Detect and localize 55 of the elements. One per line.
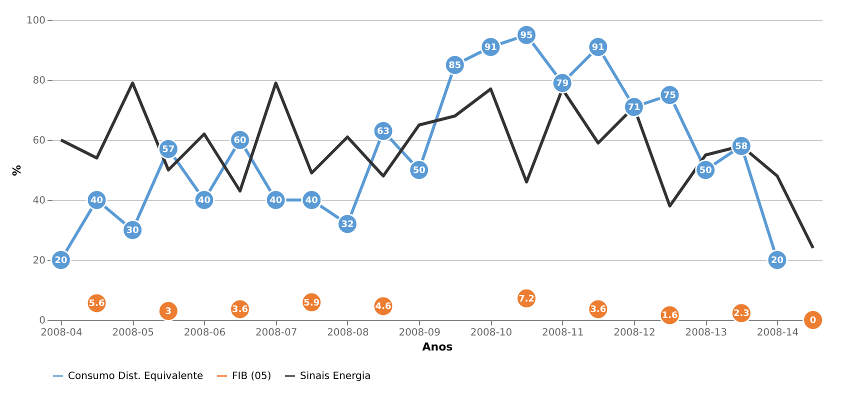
- y-tick-label: 0: [39, 316, 46, 326]
- x-tick-label: 2008-11: [542, 328, 584, 338]
- data-label: 58: [735, 142, 748, 152]
- x-tick-label: 2008-10: [470, 328, 512, 338]
- legend-label: FIB (05): [232, 371, 272, 382]
- point: [158, 300, 179, 322]
- y-tick-label: 40: [32, 196, 46, 206]
- data-label: 85: [448, 61, 462, 71]
- data-label: 30: [126, 226, 139, 236]
- y-tick-label: 60: [32, 136, 46, 146]
- data-label: 50: [699, 166, 712, 176]
- x-tick-label: 2008-07: [255, 328, 298, 338]
- x-tick-label: 2008-14: [756, 328, 799, 338]
- x-tick-label: 2008-08: [327, 328, 369, 338]
- y-tick-label: 20: [32, 256, 46, 266]
- data-label: 60: [234, 136, 246, 146]
- x-axis-title: Anos: [422, 340, 454, 354]
- data-label: 50: [412, 166, 426, 176]
- data-label: 71: [628, 103, 640, 113]
- data-label: 40: [198, 196, 210, 206]
- data-label: 5.6: [88, 299, 105, 310]
- x-tick-label: 2008-04: [40, 328, 82, 338]
- x-tick-label: 2008-05: [112, 328, 154, 338]
- data-label: 2.3: [733, 309, 750, 320]
- data-label: 40: [90, 196, 104, 206]
- x-tick-label: 2008-12: [614, 328, 656, 338]
- data-label: 91: [484, 43, 497, 53]
- data-label: 40: [270, 196, 282, 206]
- x-tick-label: 2008-13: [685, 328, 728, 338]
- data-label: 32: [341, 220, 354, 230]
- legend-label: Sinais Energia: [300, 371, 371, 382]
- data-label: 1.6: [662, 311, 678, 322]
- y-axis-title: %: [10, 164, 24, 176]
- data-label: 3.6: [590, 305, 606, 316]
- data-label: 20: [54, 256, 68, 266]
- point: [802, 310, 824, 330]
- data-label: 7.2: [518, 294, 535, 304]
- data-label: 57: [162, 145, 175, 155]
- data-label: 63: [377, 127, 390, 137]
- data-label: 75: [664, 91, 676, 101]
- data-label: 40: [305, 196, 318, 206]
- data-label: 3.6: [232, 305, 248, 316]
- data-label: 79: [556, 79, 569, 89]
- y-tick-label: 80: [32, 76, 46, 86]
- data-label: 0: [810, 316, 816, 326]
- data-label: 95: [520, 31, 533, 41]
- data-label: 20: [770, 256, 784, 266]
- x-tick-label: 2008-09: [398, 328, 440, 338]
- data-label: 5.9: [304, 298, 320, 308]
- data-label: 3: [165, 307, 172, 317]
- y-tick-label: 100: [26, 16, 46, 26]
- legend-label: Consumo Dist. Equivalente: [68, 371, 204, 382]
- x-tick-label: 2008-06: [184, 328, 226, 338]
- data-label: 4.6: [375, 302, 392, 312]
- data-label: 91: [592, 43, 604, 53]
